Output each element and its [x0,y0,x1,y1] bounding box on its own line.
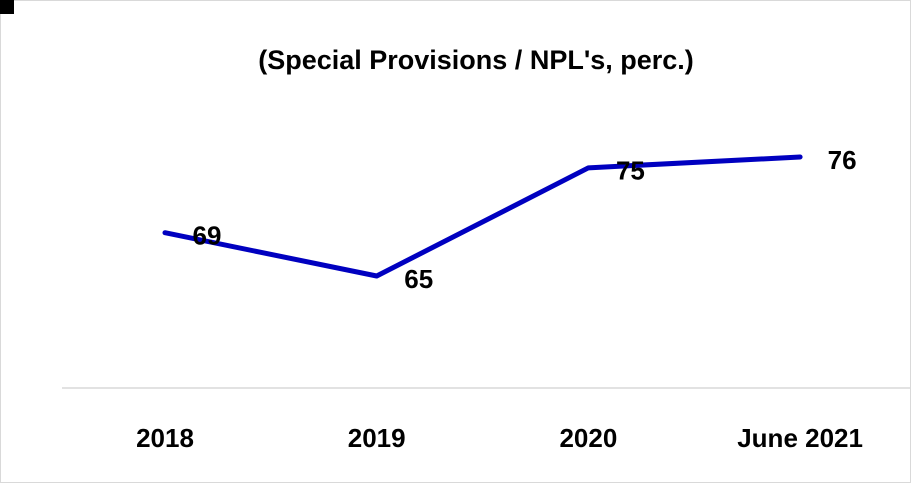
data-line [162,154,803,279]
data-label: 76 [828,145,857,175]
x-tick-label: 2018 [136,423,194,453]
data-label: 75 [616,156,645,186]
data-label: 69 [193,221,222,251]
x-tick-label: 2019 [348,423,406,453]
data-label: 65 [404,264,433,294]
corner-marker [0,0,14,14]
chart-title: (Special Provisions / NPL's, perc.) [258,45,694,75]
x-tick-label: June 2021 [737,423,863,453]
x-tick-label: 2020 [559,423,617,453]
